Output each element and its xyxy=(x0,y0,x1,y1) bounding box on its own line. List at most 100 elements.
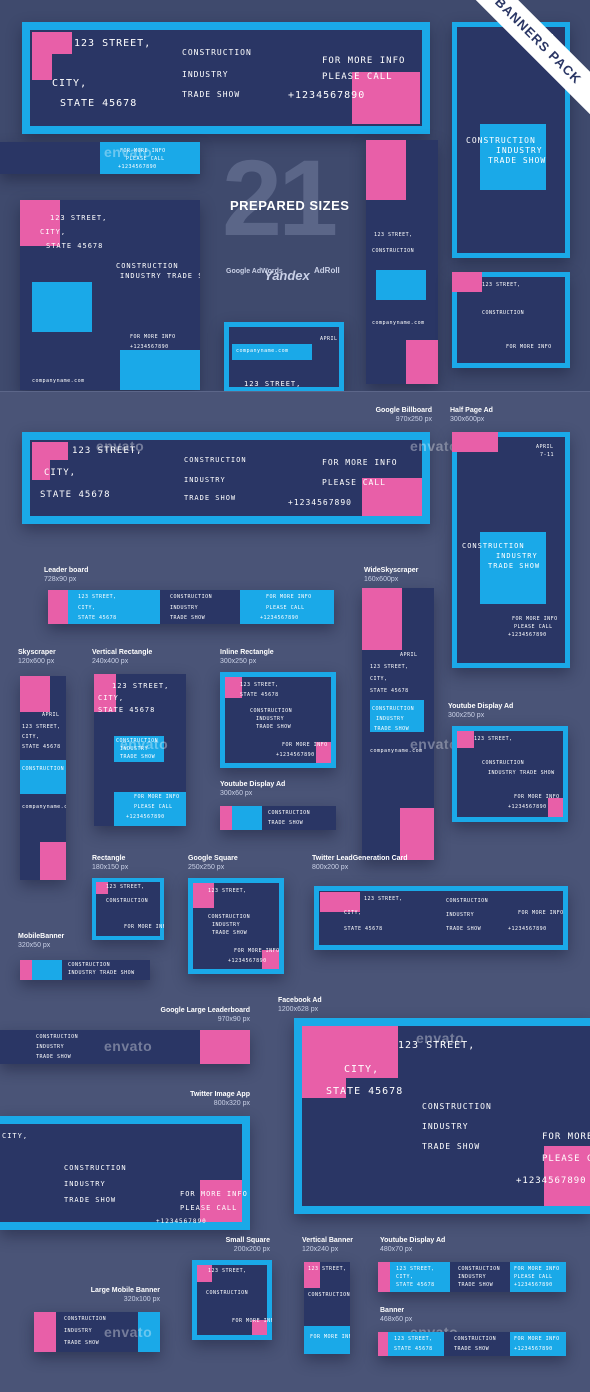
title-text: CONSTRUCTION xyxy=(250,708,293,714)
title-text: INDUSTRY TRADE SHOW xyxy=(68,970,135,976)
city-text: CITY, xyxy=(78,605,96,611)
title-text: CONSTRUCTION xyxy=(482,310,525,316)
banner-skyscraper: APRIL 123 STREET, CITY, STATE 45678 CONS… xyxy=(20,676,66,880)
info-text: FOR MORE INFO xyxy=(130,334,176,340)
call-text: PLEASE CALL xyxy=(266,605,305,611)
street-text: 123 STREET, xyxy=(370,664,409,670)
info-text: FOR MORE INFO xyxy=(512,616,558,622)
label-youtube-display-3: Youtube Display Ad 480x70 px xyxy=(380,1237,446,1253)
state-text: STATE 45678 xyxy=(46,242,104,250)
banner-facebook-ad: 123 STREET, CITY, STATE 45678 CONSTRUCTI… xyxy=(294,1018,590,1214)
yandex-logo: Yandex xyxy=(264,268,310,283)
street-text: 123 STREET, xyxy=(474,736,513,742)
street-text: 123 STREET, xyxy=(106,884,145,890)
envato-watermark: envato xyxy=(410,438,459,454)
banner-mobile-banner: CONSTRUCTION INDUSTRY TRADE SHOW xyxy=(20,960,150,980)
state-text: STATE 45678 xyxy=(98,706,156,714)
info-text: FOR MORE INFO xyxy=(124,924,164,930)
title-text: CONSTRUCTION xyxy=(446,898,489,904)
city-text: CITY, xyxy=(344,910,362,916)
banner-google-large-leaderboard: CONSTRUCTION INDUSTRY TRADE SHOW xyxy=(0,1030,250,1064)
title-text: TRADE SHOW xyxy=(374,726,410,732)
phone-text: +1234567890 xyxy=(508,926,547,932)
city-text: CITY, xyxy=(52,78,88,89)
title-text: TRADE SHOW xyxy=(36,1054,72,1060)
street-text: 123 STREET, xyxy=(74,38,152,49)
title-text: CONSTRUCTION xyxy=(184,456,247,464)
phone-text: +1234567890 xyxy=(514,1282,553,1288)
banner-youtube-display-3: 123 STREET, CITY, STATE 45678 CONSTRUCTI… xyxy=(378,1262,566,1292)
info-text: FOR MORE INFO xyxy=(310,1334,350,1340)
title-text: TRADE SHOW xyxy=(64,1340,100,1346)
title-text: CONSTRUCTION xyxy=(116,738,159,744)
title-text: TRADE SHOW xyxy=(64,1196,117,1204)
preview-youtube-display: 123 STREET, CONSTRUCTION FOR MORE INFO xyxy=(452,272,570,368)
info-text: FOR MORE INFO xyxy=(514,1266,560,1272)
state-text: STATE 45678 xyxy=(370,688,409,694)
phone-text: +1234567890 xyxy=(118,164,157,170)
website-text: companyname.com xyxy=(236,348,289,354)
title-text: CONSTRUCTION xyxy=(372,248,415,254)
street-text: 123 STREET, xyxy=(208,1268,247,1274)
date-text: APRIL xyxy=(536,444,554,450)
sizes-section: Google Billboard 970x250 px Half Page Ad 3… xyxy=(0,392,590,1392)
label-small-square: Small Square 200x200 px xyxy=(225,1237,270,1253)
title-text: TRADE SHOW xyxy=(182,90,241,99)
phone-text: +1234567890 xyxy=(228,958,267,964)
banner-inline-rectangle: 123 STREET, STATE 45678 CONSTRUCTION IND… xyxy=(220,672,336,768)
title-text: CONSTRUCTION xyxy=(182,48,252,57)
title-text: CONSTRUCTION xyxy=(466,136,536,145)
website-text: companyname.com xyxy=(22,804,66,810)
banner-vertical-banner: 123 STREET, CONSTRUCTION FOR MORE INFO xyxy=(304,1262,350,1354)
title-text: TRADE SHOW xyxy=(184,494,237,502)
street-text: 123 STREET, xyxy=(396,1266,435,1272)
title-text: CONSTRUCTION xyxy=(170,594,213,600)
city-text: CITY, xyxy=(2,1132,29,1140)
city-text: CITY, xyxy=(98,694,125,702)
street-text: 123 STREET, xyxy=(240,682,279,688)
info-text: FOR MORE INFO xyxy=(282,742,328,748)
banner-rectangle: 123 STREET, CONSTRUCTION FOR MORE INFO xyxy=(92,878,164,940)
state-text: STATE 45678 xyxy=(22,744,61,750)
banner-google-square: 123 STREET, CONSTRUCTION INDUSTRY TRADE … xyxy=(188,878,284,974)
preview-section: 123 STREET, CITY, STATE 45678 CONSTRUCTI… xyxy=(0,0,590,392)
info-text: FOR MORE INFO xyxy=(514,794,560,800)
title-text: INDUSTRY xyxy=(496,552,538,560)
state-text: STATE 45678 xyxy=(344,926,383,932)
title-text: INDUSTRY xyxy=(120,746,149,752)
envato-watermark: envato xyxy=(104,1038,153,1054)
label-youtube-display-1: Youtube Display Ad 300x250 px xyxy=(448,703,514,719)
phone-text: +1234567890 xyxy=(126,814,165,820)
envato-watermark: envato xyxy=(410,736,459,752)
info-text: FOR MORE INFO xyxy=(180,1190,248,1198)
title-text: CONSTRUCTION xyxy=(206,1290,249,1296)
street-text: 123 STREET, xyxy=(50,214,108,222)
call-text: PLEASE CALL xyxy=(322,72,393,82)
info-text: FOR MORE INFO xyxy=(514,1336,560,1342)
preview-small-square: companyname.com APRIL 123 STREET, xyxy=(224,322,344,392)
title-text: INDUSTRY xyxy=(184,476,226,484)
banner-small-square: 123 STREET, CONSTRUCTION FOR MORE INFO xyxy=(192,1260,272,1340)
state-text: STATE 45678 xyxy=(40,490,111,500)
preview-wide-skyscraper: 123 STREET, CONSTRUCTION companyname.com xyxy=(366,140,438,384)
title-text: CONSTRUCTION xyxy=(68,962,111,968)
street-text: 123 STREET, xyxy=(208,888,247,894)
banner-twitter-leadgen: 123 STREET, CITY, STATE 45678 CONSTRUCTI… xyxy=(314,886,568,950)
street-text: 123 STREET, xyxy=(398,1040,476,1051)
title-text: TRADE SHOW xyxy=(120,754,156,760)
title-text: INDUSTRY xyxy=(64,1180,106,1188)
title-text: CONSTRUCTION xyxy=(64,1164,127,1172)
title-text: CONSTRUCTION xyxy=(422,1102,492,1111)
title-text: CONSTRUCTION xyxy=(36,1034,79,1040)
city-text: CITY, xyxy=(40,228,67,236)
state-text: STATE 45678 xyxy=(394,1346,433,1352)
website-text: companyname.com xyxy=(372,320,425,326)
envato-watermark: envato xyxy=(416,1030,465,1046)
label-banner: Banner 468x60 px xyxy=(380,1307,413,1323)
call-text: PLEASE CALL xyxy=(180,1204,238,1212)
state-text: STATE 45678 xyxy=(396,1282,435,1288)
title-text: TRADE SHOW xyxy=(212,930,248,936)
phone-text: +1234567890 xyxy=(156,1218,207,1225)
city-text: CITY, xyxy=(22,734,40,740)
phone-text: +1234567890 xyxy=(508,632,547,638)
